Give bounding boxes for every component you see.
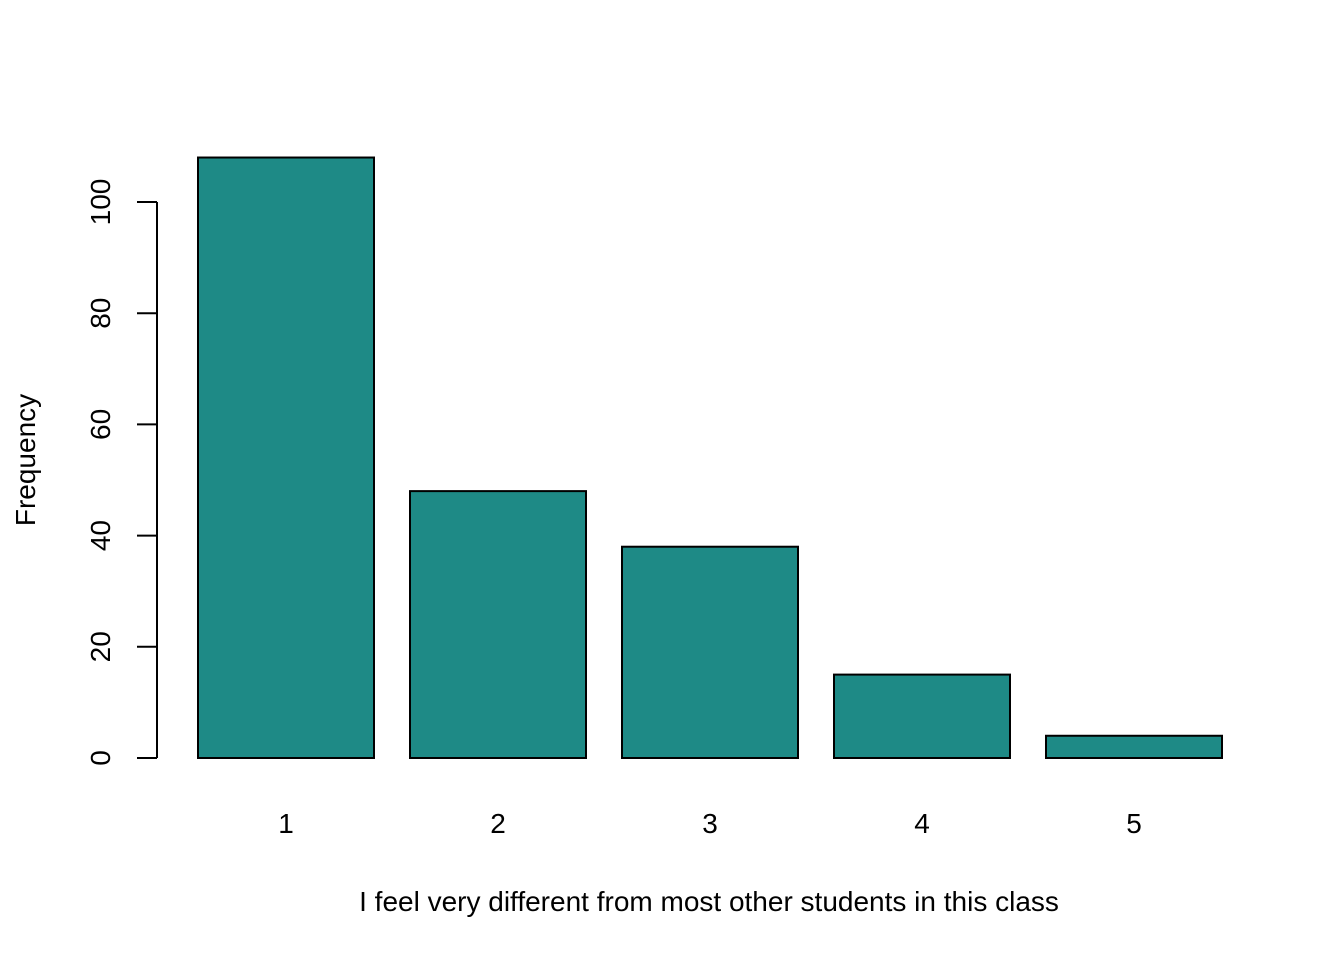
y-tick-label: 100 <box>85 179 116 226</box>
bar-4 <box>833 673 1011 759</box>
x-axis-label: I feel very different from most other st… <box>359 886 1059 917</box>
x-tick-label: 2 <box>490 808 506 839</box>
y-axis: 0 20 40 60 80 100 <box>85 179 158 766</box>
x-tick-label: 1 <box>278 808 294 839</box>
bar-3 <box>621 545 799 759</box>
y-tick-label: 0 <box>85 750 116 766</box>
bar-2 <box>409 490 587 759</box>
y-tick-label: 60 <box>85 409 116 440</box>
bar-5 <box>1045 734 1223 760</box>
x-tick-label: 3 <box>702 808 718 839</box>
bars-group <box>197 156 1223 760</box>
bar-1 <box>197 156 375 759</box>
x-tick-label: 5 <box>1126 808 1142 839</box>
y-tick-label: 20 <box>85 631 116 662</box>
x-tick-labels: 1 2 3 4 5 <box>278 808 1142 839</box>
y-tick-label: 40 <box>85 520 116 551</box>
x-tick-label: 4 <box>914 808 930 839</box>
y-tick-label: 80 <box>85 298 116 329</box>
y-axis-label: Frequency <box>10 394 41 526</box>
